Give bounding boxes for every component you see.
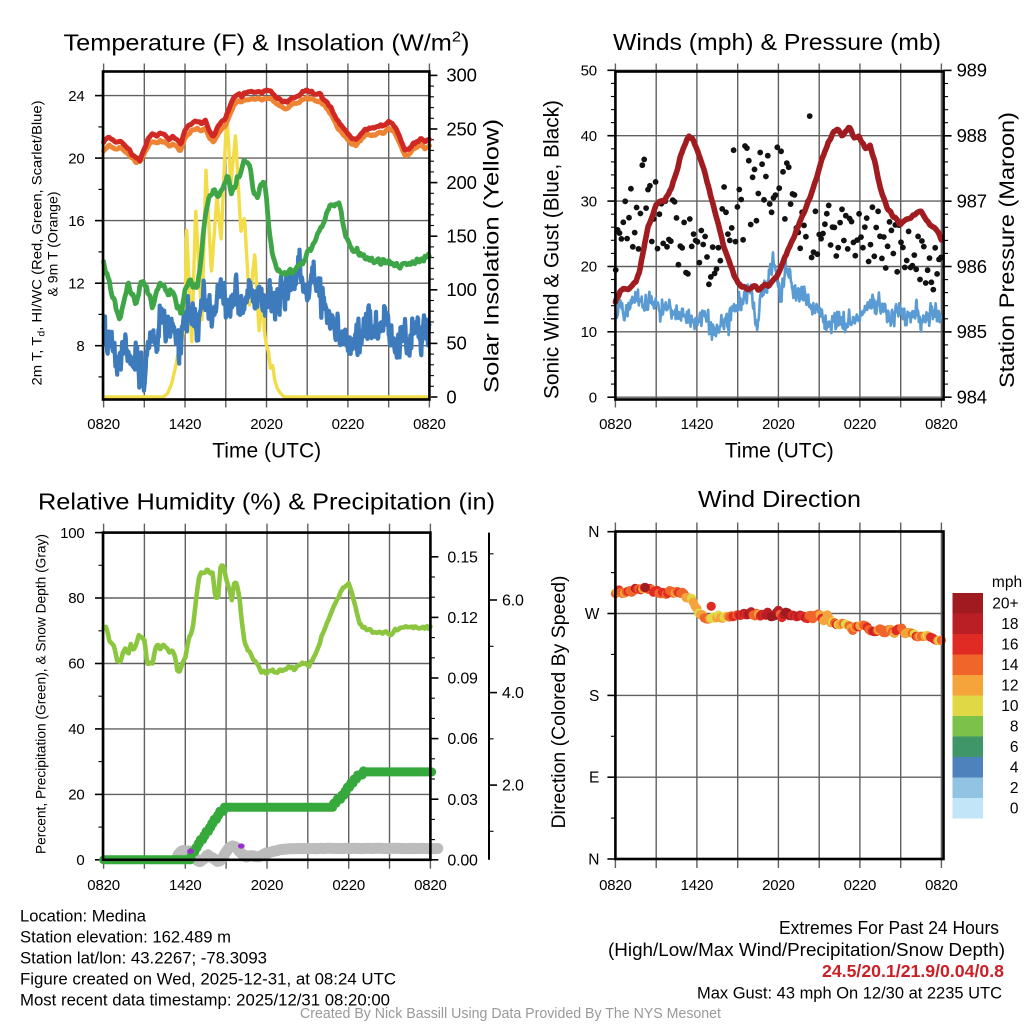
- svg-text:30: 30: [581, 193, 597, 210]
- svg-text:2.0: 2.0: [502, 778, 524, 795]
- svg-text:2020: 2020: [762, 877, 795, 894]
- svg-text:Time (UTC): Time (UTC): [212, 439, 321, 462]
- svg-text:Most recent data timestamp: 20: Most recent data timestamp: 2025/12/31 0…: [20, 992, 390, 1010]
- svg-text:0820: 0820: [925, 416, 958, 433]
- svg-text:80: 80: [68, 590, 84, 607]
- svg-text:24: 24: [68, 88, 84, 105]
- svg-text:Wind Direction: Wind Direction: [698, 486, 861, 512]
- svg-text:20: 20: [581, 259, 597, 276]
- svg-text:0.12: 0.12: [447, 610, 478, 627]
- svg-text:1420: 1420: [169, 877, 202, 894]
- svg-text:6: 6: [1010, 739, 1019, 756]
- svg-text:40: 40: [68, 721, 84, 738]
- svg-text:Station elevation: 162.489 m: Station elevation: 162.489 m: [20, 929, 231, 947]
- svg-text:Max Gust: 43 mph On 12/30 at 2: Max Gust: 43 mph On 12/30 at 2235 UTC: [697, 984, 1002, 1003]
- svg-text:0220: 0220: [332, 416, 365, 433]
- svg-text:2020: 2020: [762, 416, 795, 433]
- svg-text:1420: 1420: [681, 416, 714, 433]
- svg-text:986: 986: [957, 256, 987, 277]
- svg-text:E: E: [589, 770, 599, 787]
- svg-text:0220: 0220: [332, 877, 365, 894]
- svg-text:Direction (Colored By Speed): Direction (Colored By Speed): [548, 576, 570, 829]
- svg-text:Created By Nick Bassill Using: Created By Nick Bassill Using Data Provi…: [300, 1005, 722, 1022]
- svg-text:(High/Low/Max Wind/Precipitati: (High/Low/Max Wind/Precipitation/Snow De…: [608, 940, 1005, 960]
- svg-text:8: 8: [1010, 719, 1019, 736]
- svg-text:0: 0: [1010, 801, 1019, 818]
- svg-text:0: 0: [446, 386, 456, 407]
- svg-text:18: 18: [1001, 616, 1018, 633]
- svg-text:Figure created on Wed, 2025-12: Figure created on Wed, 2025-12-31, at 08…: [20, 971, 396, 989]
- svg-text:0.15: 0.15: [447, 549, 478, 566]
- svg-text:300: 300: [446, 65, 476, 86]
- svg-text:987: 987: [957, 191, 987, 212]
- svg-text:40: 40: [581, 128, 597, 145]
- svg-text:6.0: 6.0: [502, 593, 524, 610]
- svg-text:0220: 0220: [844, 416, 877, 433]
- svg-text:N: N: [588, 524, 599, 541]
- svg-text:2020: 2020: [250, 416, 283, 433]
- svg-text:W: W: [585, 606, 600, 623]
- svg-text:8: 8: [76, 338, 84, 355]
- svg-text:Temperature (F) & Insolation (: Temperature (F) & Insolation (W/m 2): [64, 28, 470, 55]
- svg-text:2m T, Td, HI/WC (Red, Green, S: 2m T, Td, HI/WC (Red, Green, Scarlet/Blu…: [29, 100, 48, 385]
- svg-text:2: 2: [1010, 780, 1019, 797]
- svg-text:2020: 2020: [251, 877, 284, 894]
- svg-text:0.03: 0.03: [447, 792, 478, 809]
- svg-text:Solar Insolation (Yellow): Solar Insolation (Yellow): [481, 119, 504, 393]
- svg-text:Percent, Precipitation (Green): Percent, Precipitation (Green), & Snow D…: [34, 534, 49, 854]
- svg-text:100: 100: [60, 525, 84, 542]
- svg-text:50: 50: [581, 63, 597, 80]
- svg-text:20: 20: [68, 150, 84, 167]
- svg-text:Relative Humidity (%) & Precip: Relative Humidity (%) & Precipitation (i…: [38, 489, 495, 515]
- svg-text:0220: 0220: [844, 877, 877, 894]
- svg-text:24.5/20.1/21.9/0.04/0.8: 24.5/20.1/21.9/0.04/0.8: [822, 961, 1004, 981]
- svg-text:0820: 0820: [414, 877, 447, 894]
- svg-text:mph: mph: [992, 574, 1022, 591]
- svg-text:10: 10: [1001, 698, 1019, 715]
- svg-text:60: 60: [68, 656, 84, 673]
- svg-text:Winds (mph) & Pressure (mb): Winds (mph) & Pressure (mb): [613, 29, 941, 55]
- svg-text:10: 10: [581, 324, 597, 341]
- svg-text:16: 16: [68, 213, 84, 230]
- svg-text:12: 12: [1001, 678, 1018, 695]
- svg-text:989: 989: [957, 60, 987, 81]
- svg-text:20+: 20+: [992, 596, 1018, 613]
- svg-text:0820: 0820: [599, 877, 632, 894]
- svg-text:0820: 0820: [87, 416, 120, 433]
- svg-text:Location: Medina: Location: Medina: [20, 908, 147, 926]
- svg-text:0820: 0820: [925, 877, 958, 894]
- svg-text:N: N: [588, 851, 599, 868]
- svg-text:Sonic Wind & Gust (Blue, Black: Sonic Wind & Gust (Blue, Black): [541, 100, 564, 399]
- svg-text:12: 12: [68, 275, 84, 292]
- svg-text:4.0: 4.0: [502, 685, 524, 702]
- svg-text:1420: 1420: [681, 877, 714, 894]
- svg-text:16: 16: [1001, 637, 1018, 654]
- svg-text:20: 20: [68, 787, 84, 804]
- svg-text:0.00: 0.00: [447, 852, 478, 869]
- svg-text:0: 0: [589, 389, 597, 406]
- svg-text:Station lat/lon: 43.2267; -78.: Station lat/lon: 43.2267; -78.3093: [20, 950, 267, 968]
- svg-text:0820: 0820: [87, 877, 120, 894]
- svg-text:200: 200: [446, 172, 476, 193]
- svg-text:0820: 0820: [599, 416, 632, 433]
- svg-text:1420: 1420: [169, 416, 202, 433]
- svg-text:14: 14: [1001, 657, 1019, 674]
- svg-text:0.06: 0.06: [447, 731, 478, 748]
- svg-text:985: 985: [957, 321, 987, 342]
- svg-text:250: 250: [446, 118, 476, 139]
- svg-text:988: 988: [957, 125, 987, 146]
- svg-text:Time (UTC): Time (UTC): [725, 439, 834, 462]
- svg-text:0820: 0820: [413, 416, 446, 433]
- svg-text:4: 4: [1010, 760, 1019, 777]
- svg-text:0: 0: [76, 852, 84, 869]
- svg-text:Extremes For Past 24 Hours: Extremes For Past 24 Hours: [779, 918, 999, 938]
- svg-text:150: 150: [446, 226, 476, 247]
- svg-text:100: 100: [446, 279, 476, 300]
- svg-text:S: S: [589, 688, 599, 705]
- svg-text:984: 984: [957, 387, 987, 408]
- svg-text:Station Pressure (Maroon): Station Pressure (Maroon): [996, 112, 1019, 388]
- svg-text:& 9m T (Orange): & 9m T (Orange): [45, 192, 61, 297]
- svg-text:50: 50: [446, 333, 466, 354]
- svg-text:0.09: 0.09: [447, 671, 478, 688]
